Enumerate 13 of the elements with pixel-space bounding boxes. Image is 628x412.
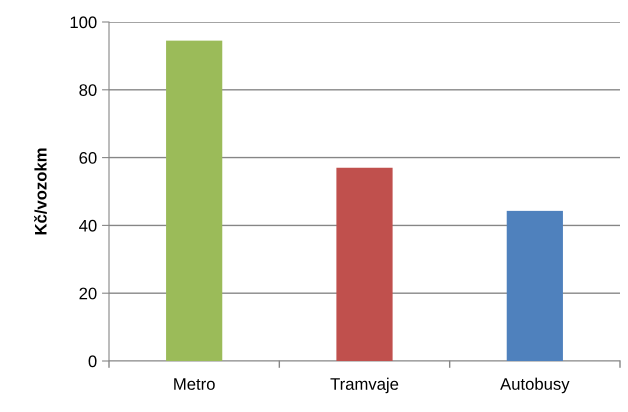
y-tick-label: 40 bbox=[79, 220, 97, 232]
y-tick-label: 20 bbox=[79, 288, 97, 300]
y-tick-label: 80 bbox=[79, 84, 97, 96]
bar bbox=[336, 168, 393, 361]
y-tick-label: 100 bbox=[70, 16, 97, 28]
y-axis-title: Kč/vozokm bbox=[34, 148, 47, 234]
bar bbox=[506, 210, 563, 361]
x-tick-label: Metro bbox=[174, 378, 215, 390]
x-tick-label: Tramvaje bbox=[330, 378, 398, 394]
x-tick-label: Autobusy bbox=[500, 378, 570, 394]
bar bbox=[166, 40, 222, 361]
y-tick-label: 60 bbox=[80, 152, 97, 164]
y-tick-label: 0 bbox=[88, 355, 97, 368]
